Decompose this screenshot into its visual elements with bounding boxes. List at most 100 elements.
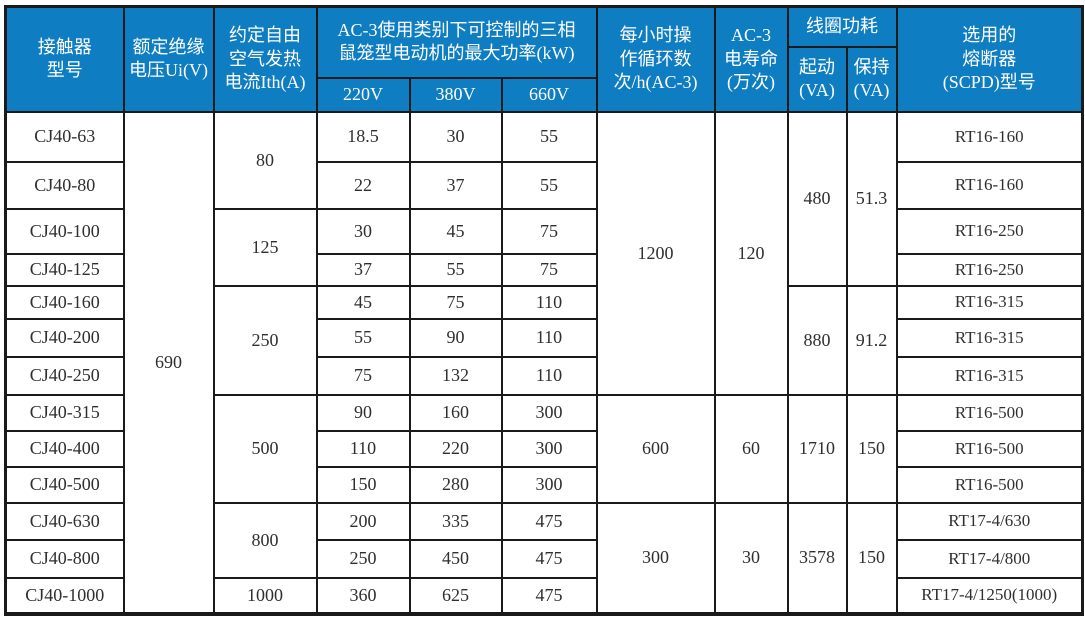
table-row: CJ40-63 690 80 18.5 30 55 1200 120 480 5… bbox=[4, 110, 1084, 615]
coil-hold-cell: 150 bbox=[845, 393, 898, 504]
table-row: CJ40-200 55 90 110 RT16-315 bbox=[4, 317, 1084, 358]
table-row: CJ40-250 75 132 110 RT16-315 bbox=[4, 355, 1084, 396]
header-contactor-model: 接触器 型号 bbox=[4, 5, 125, 113]
power-220-cell: 360 bbox=[315, 576, 411, 615]
fuse-cell: RT17-4/800 bbox=[895, 538, 1084, 579]
power-220-cell: 45 bbox=[315, 284, 411, 320]
fuse-cell: RT16-315 bbox=[895, 284, 1084, 320]
power-220-cell: 22 bbox=[315, 160, 411, 210]
header-380v: 380V bbox=[408, 76, 503, 113]
fuse-cell: RT16-500 bbox=[895, 393, 1084, 432]
fuse-cell: RT17-4/1250(1000) bbox=[895, 576, 1084, 615]
life-cell: 30 bbox=[713, 501, 789, 615]
contactor-spec-table: 接触器 型号 额定绝缘 电压Ui(V) 约定自由 空气发热 电流Ith(A) A… bbox=[4, 5, 1084, 616]
power-220-cell: 55 bbox=[315, 317, 411, 358]
coil-hold-cell: 51.3 bbox=[845, 110, 898, 287]
power-660-cell: 75 bbox=[500, 252, 598, 287]
ith-cell: 80 bbox=[212, 110, 318, 210]
model-cell: CJ40-100 bbox=[4, 207, 125, 255]
coil-start-cell: 1710 bbox=[786, 393, 848, 504]
life-cell: 120 bbox=[713, 110, 789, 396]
power-220-cell: 30 bbox=[315, 207, 411, 255]
power-660-cell: 110 bbox=[500, 317, 598, 358]
power-380-cell: 90 bbox=[408, 317, 503, 358]
power-380-cell: 280 bbox=[408, 465, 503, 504]
table-row: CJ40-315 500 90 160 300 600 60 1710 150 … bbox=[4, 393, 1084, 504]
life-cell: 60 bbox=[713, 393, 789, 504]
power-380-cell: 220 bbox=[408, 429, 503, 468]
power-380-cell: 450 bbox=[408, 538, 503, 579]
header-coil-start-va: 起动 (VA) bbox=[786, 45, 848, 113]
model-cell: CJ40-1000 bbox=[4, 576, 125, 615]
fuse-cell: RT16-250 bbox=[895, 252, 1084, 287]
power-660-cell: 300 bbox=[500, 429, 598, 468]
power-380-cell: 37 bbox=[408, 160, 503, 210]
ith-cell: 250 bbox=[212, 284, 318, 396]
power-660-cell: 75 bbox=[500, 207, 598, 255]
header-max-power-ac3: AC-3使用类别下可控制的三相 鼠笼型电动机的最大功率(kW) bbox=[315, 5, 598, 79]
model-cell: CJ40-250 bbox=[4, 355, 125, 396]
header-electrical-life: AC-3 电寿命 (万次) bbox=[713, 5, 789, 113]
power-660-cell: 110 bbox=[500, 284, 598, 320]
power-660-cell: 300 bbox=[500, 465, 598, 504]
table-row: CJ40-630 800 200 335 475 300 30 3578 150… bbox=[4, 501, 1084, 615]
power-660-cell: 475 bbox=[500, 501, 598, 541]
model-cell: CJ40-630 bbox=[4, 501, 125, 541]
header-thermal-current: 约定自由 空气发热 电流Ith(A) bbox=[212, 5, 318, 113]
table-row: CJ40-125 37 55 75 RT16-250 bbox=[4, 252, 1084, 287]
power-220-cell: 110 bbox=[315, 429, 411, 468]
model-cell: CJ40-200 bbox=[4, 317, 125, 358]
header-rated-insulation-voltage: 额定绝缘 电压Ui(V) bbox=[122, 5, 215, 113]
power-660-cell: 475 bbox=[500, 576, 598, 615]
fuse-cell: RT16-160 bbox=[895, 110, 1084, 163]
table-row: CJ40-800 250 450 475 RT17-4/800 bbox=[4, 538, 1084, 579]
power-380-cell: 335 bbox=[408, 501, 503, 541]
power-220-cell: 90 bbox=[315, 393, 411, 432]
ops-cell: 600 bbox=[595, 393, 716, 504]
power-380-cell: 132 bbox=[408, 355, 503, 396]
ith-cell: 800 bbox=[212, 501, 318, 579]
table-row: CJ40-1000 1000 360 625 475 RT17-4/1250(1… bbox=[4, 576, 1084, 615]
power-220-cell: 37 bbox=[315, 252, 411, 287]
header-220v: 220V bbox=[315, 76, 411, 113]
model-cell: CJ40-63 bbox=[4, 110, 125, 163]
table-row: CJ40-400 110 220 300 RT16-500 bbox=[4, 429, 1084, 468]
ui-voltage-cell: 690 bbox=[122, 110, 215, 615]
coil-start-cell: 480 bbox=[786, 110, 848, 287]
header-coil-consumption: 线圈功耗 bbox=[786, 5, 898, 48]
header-fuse-scpd: 选用的 熔断器 (SCPD)型号 bbox=[895, 5, 1084, 113]
fuse-cell: RT17-4/630 bbox=[895, 501, 1084, 541]
power-660-cell: 55 bbox=[500, 110, 598, 163]
model-cell: CJ40-160 bbox=[4, 284, 125, 320]
power-220-cell: 150 bbox=[315, 465, 411, 504]
ops-cell: 300 bbox=[595, 501, 716, 615]
model-cell: CJ40-400 bbox=[4, 429, 125, 468]
power-380-cell: 30 bbox=[408, 110, 503, 163]
model-cell: CJ40-315 bbox=[4, 393, 125, 432]
power-660-cell: 110 bbox=[500, 355, 598, 396]
power-380-cell: 45 bbox=[408, 207, 503, 255]
model-cell: CJ40-500 bbox=[4, 465, 125, 504]
ith-cell: 125 bbox=[212, 207, 318, 287]
ith-cell: 1000 bbox=[212, 576, 318, 615]
header-coil-hold-va: 保持 (VA) bbox=[845, 45, 898, 113]
power-380-cell: 55 bbox=[408, 252, 503, 287]
ith-cell: 500 bbox=[212, 393, 318, 504]
power-380-cell: 75 bbox=[408, 284, 503, 320]
table-row: CJ40-500 150 280 300 RT16-500 bbox=[4, 465, 1084, 504]
coil-hold-cell: 91.2 bbox=[845, 284, 898, 396]
fuse-cell: RT16-315 bbox=[895, 317, 1084, 358]
fuse-cell: RT16-500 bbox=[895, 429, 1084, 468]
table-row: CJ40-100 125 30 45 75 RT16-250 bbox=[4, 207, 1084, 287]
power-220-cell: 18.5 bbox=[315, 110, 411, 163]
power-220-cell: 250 bbox=[315, 538, 411, 579]
header-ops-per-hour: 每小时操 作循环数 次/h(AC-3) bbox=[595, 5, 716, 113]
power-660-cell: 300 bbox=[500, 393, 598, 432]
model-cell: CJ40-125 bbox=[4, 252, 125, 287]
fuse-cell: RT16-160 bbox=[895, 160, 1084, 210]
power-380-cell: 625 bbox=[408, 576, 503, 615]
model-cell: CJ40-80 bbox=[4, 160, 125, 210]
power-380-cell: 160 bbox=[408, 393, 503, 432]
power-660-cell: 475 bbox=[500, 538, 598, 579]
power-220-cell: 75 bbox=[315, 355, 411, 396]
